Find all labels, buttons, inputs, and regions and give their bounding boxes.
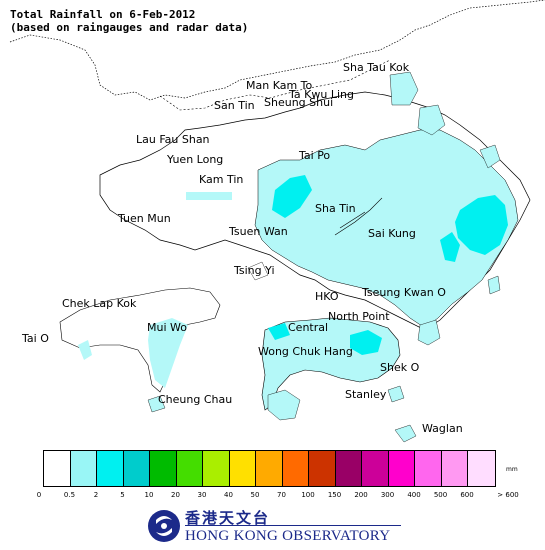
place-label: Wong Chuk Hang xyxy=(258,345,353,358)
map-title: Total Rainfall on 6-Feb-2012 xyxy=(10,8,196,21)
island-e3 xyxy=(487,275,501,295)
rainfall-heavy-2 xyxy=(440,232,460,262)
legend-swatch xyxy=(150,451,177,486)
legend-tick-label: > 600 xyxy=(497,491,519,499)
rainfall-heavy-saikung xyxy=(455,195,508,255)
rainfall-area-east xyxy=(254,129,519,329)
rainfall-area-ne xyxy=(389,71,419,106)
legend-swatch xyxy=(309,451,336,486)
legend-swatch xyxy=(415,451,442,486)
place-label: Stanley xyxy=(345,388,387,401)
place-label: HKO xyxy=(315,290,339,303)
legend-tick-label: 600 xyxy=(460,491,474,499)
tolo-line-2 xyxy=(339,211,366,229)
legend-swatch xyxy=(203,451,230,486)
logo-chinese-name: 香港天文台 xyxy=(185,509,271,527)
hko-logo: 香港天文台 HONG KONG OBSERVATORY xyxy=(147,504,407,548)
legend-swatch xyxy=(123,451,150,486)
legend-tick-label: 5 xyxy=(120,491,125,499)
rainfall-heavy-shatin xyxy=(272,175,312,218)
legend-swatch xyxy=(176,451,203,486)
logo-divider xyxy=(185,525,401,526)
place-label: Sai Kung xyxy=(368,227,416,240)
legend-swatch xyxy=(256,451,283,486)
legend-tick-label: 2 xyxy=(93,491,99,499)
place-label: Tseung Kwan O xyxy=(362,286,446,299)
place-label: Mui Wo xyxy=(147,321,187,334)
map-subtitle: (based on raingauges and radar data) xyxy=(10,21,249,34)
rainfall-heavy-central xyxy=(268,323,290,340)
rainfall-map xyxy=(9,0,545,443)
place-label: Lau Fau Shan xyxy=(136,133,210,146)
place-label: North Point xyxy=(328,310,390,323)
legend-swatch xyxy=(229,451,256,486)
island-e1 xyxy=(417,319,441,346)
place-label: Shek O xyxy=(380,361,420,374)
place-label: Tsuen Wan xyxy=(229,225,288,238)
legend-tick-label: 300 xyxy=(380,491,395,499)
place-label: Man Kam To xyxy=(246,79,313,92)
hko-emblem-icon xyxy=(148,510,180,542)
legend-tick-label: 30 xyxy=(197,491,207,499)
legend-swatch xyxy=(441,451,468,486)
place-label: Kam Tin xyxy=(199,173,244,186)
place-label: Tsing Yi xyxy=(234,264,275,277)
place-label: Cheung Chau xyxy=(158,393,233,406)
legend-tick-label: 0.5 xyxy=(63,491,76,499)
legend-swatch xyxy=(335,451,362,486)
legend-swatch xyxy=(388,451,415,486)
island-ma-wan xyxy=(247,261,269,281)
rainfall-area-west xyxy=(186,192,232,200)
place-label: San Tin xyxy=(214,99,255,112)
legend-unit: mm xyxy=(506,466,518,473)
place-label: Chek Lap Kok xyxy=(62,297,137,310)
border-line xyxy=(159,59,391,111)
rainfall-legend xyxy=(43,450,496,487)
legend-tick-label: 50 xyxy=(250,491,260,499)
logo-english-name: HONG KONG OBSERVATORY xyxy=(185,528,391,544)
legend-swatch xyxy=(282,451,309,486)
legend-tick-label: 70 xyxy=(277,491,286,499)
island-waglan-area xyxy=(394,424,417,443)
island-lamma xyxy=(267,389,301,421)
legend-tick-label: 40 xyxy=(224,491,233,499)
rainfall-area-lantau xyxy=(148,318,188,388)
mainland-coastline xyxy=(9,0,545,101)
legend-swatch xyxy=(97,451,124,486)
island-ne-bay xyxy=(479,144,501,169)
place-label: Sha Tin xyxy=(315,202,356,215)
place-label: Yuen Long xyxy=(167,153,224,166)
place-label: Sha Tau Kok xyxy=(343,61,410,74)
place-label: Sheung Shui xyxy=(264,96,334,109)
place-label: Ta Kwu Ling xyxy=(289,88,354,101)
legend-tick-label: 10 xyxy=(144,491,154,499)
rainfall-area-lantau-w xyxy=(78,340,92,360)
island-e2 xyxy=(387,385,405,403)
legend-swatch xyxy=(362,451,389,486)
island-sw xyxy=(147,395,166,413)
legend-swatch xyxy=(70,451,97,486)
legend-tick-label: 100 xyxy=(301,491,315,499)
place-label: Waglan xyxy=(422,422,463,435)
place-label: Tuen Mun xyxy=(118,212,171,225)
legend-tick-label: 0 xyxy=(36,491,42,499)
legend-swatch xyxy=(44,451,71,486)
legend-tick-label: 400 xyxy=(407,491,421,499)
place-label: Tai Po xyxy=(299,149,331,162)
place-label: Central xyxy=(288,321,329,334)
legend-tick-label: 200 xyxy=(354,491,368,499)
legend-swatch xyxy=(468,451,495,486)
rainfall-heavy-island xyxy=(350,330,382,355)
place-label: Tai O xyxy=(22,332,49,345)
tolo-line xyxy=(334,197,383,236)
legend-tick-label: 500 xyxy=(433,491,448,499)
legend-tick-label: 20 xyxy=(171,491,180,499)
rainfall-area-ne2 xyxy=(417,104,446,136)
legend-tick-label: 150 xyxy=(327,491,342,499)
